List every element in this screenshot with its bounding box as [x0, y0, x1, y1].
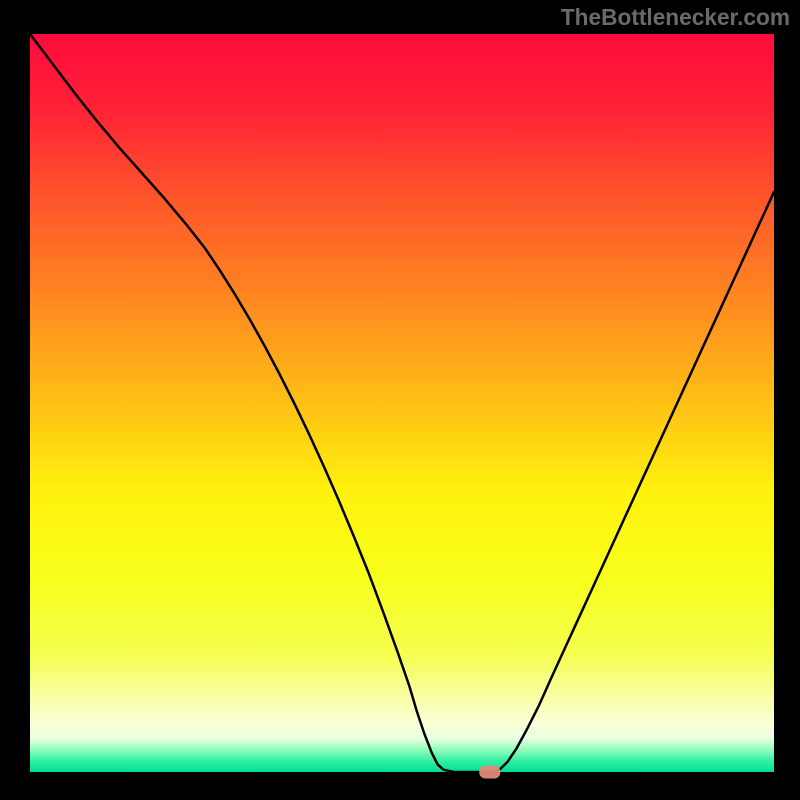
chart-container: { "watermark": { "text": "TheBottlenecke…: [0, 0, 800, 800]
watermark-text: TheBottlenecker.com: [561, 4, 790, 31]
bottleneck-chart: [0, 0, 800, 800]
optimal-point-marker: [479, 766, 500, 779]
